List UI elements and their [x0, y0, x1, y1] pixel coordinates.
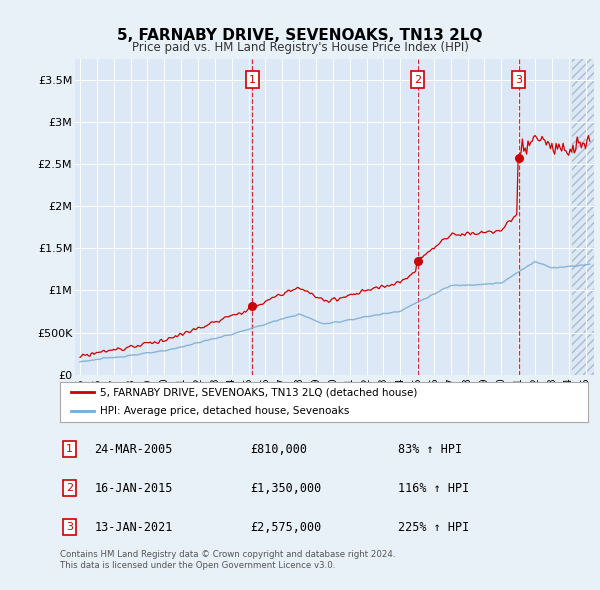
Text: 2: 2 — [66, 483, 73, 493]
Text: Price paid vs. HM Land Registry's House Price Index (HPI): Price paid vs. HM Land Registry's House … — [131, 41, 469, 54]
Text: HPI: Average price, detached house, Sevenoaks: HPI: Average price, detached house, Seve… — [100, 407, 349, 417]
Text: £2,575,000: £2,575,000 — [250, 521, 322, 534]
Text: £810,000: £810,000 — [250, 442, 307, 455]
Text: 1: 1 — [249, 74, 256, 84]
Text: 1: 1 — [66, 444, 73, 454]
Text: 83% ↑ HPI: 83% ↑ HPI — [398, 442, 462, 455]
Text: 16-JAN-2015: 16-JAN-2015 — [94, 481, 173, 495]
Text: 2: 2 — [414, 74, 421, 84]
Point — [514, 153, 524, 163]
Point — [413, 256, 422, 266]
Text: This data is licensed under the Open Government Licence v3.0.: This data is licensed under the Open Gov… — [60, 560, 335, 569]
Point — [247, 301, 257, 311]
Text: Contains HM Land Registry data © Crown copyright and database right 2024.: Contains HM Land Registry data © Crown c… — [60, 550, 395, 559]
Text: 3: 3 — [66, 522, 73, 532]
Bar — [572, 59, 594, 375]
Text: 116% ↑ HPI: 116% ↑ HPI — [398, 481, 469, 495]
Text: 225% ↑ HPI: 225% ↑ HPI — [398, 521, 469, 534]
Text: 24-MAR-2005: 24-MAR-2005 — [94, 442, 173, 455]
Text: 3: 3 — [515, 74, 523, 84]
Text: £1,350,000: £1,350,000 — [250, 481, 322, 495]
Text: 5, FARNABY DRIVE, SEVENOAKS, TN13 2LQ: 5, FARNABY DRIVE, SEVENOAKS, TN13 2LQ — [117, 28, 483, 42]
Text: 13-JAN-2021: 13-JAN-2021 — [94, 521, 173, 534]
Text: 5, FARNABY DRIVE, SEVENOAKS, TN13 2LQ (detached house): 5, FARNABY DRIVE, SEVENOAKS, TN13 2LQ (d… — [100, 387, 417, 397]
